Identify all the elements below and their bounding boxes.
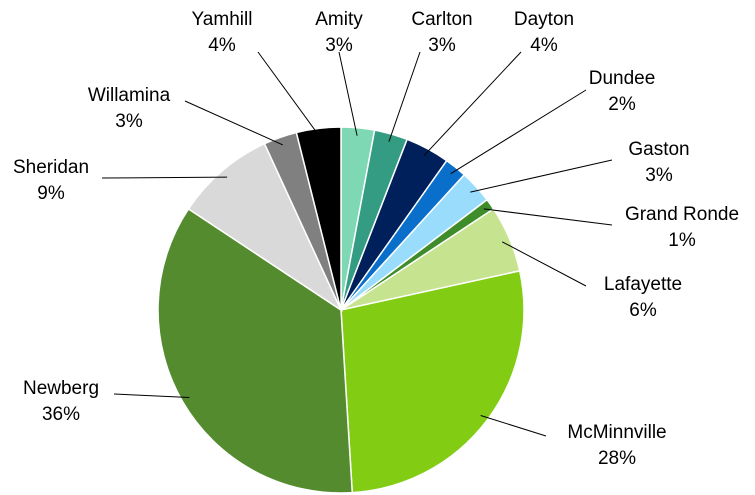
slice-label-percent: 28%	[598, 448, 636, 469]
leader-line-lafayette	[501, 241, 587, 287]
slice-label-percent: 3%	[428, 35, 456, 56]
slice-label-name: Lafayette	[604, 274, 682, 295]
slice-label-percent: 4%	[530, 35, 558, 56]
leader-line-dundee	[450, 89, 587, 175]
leader-line-amity	[338, 51, 358, 136]
pie-slice-mcminnville	[340, 269, 525, 494]
slice-label-name: Newberg	[23, 378, 99, 399]
leader-line-willamina	[184, 100, 284, 146]
slice-label-percent: 36%	[42, 404, 80, 425]
slice-label-name: Dundee	[589, 68, 656, 89]
slice-label-percent: 9%	[37, 183, 65, 204]
slice-label-percent: 6%	[629, 300, 657, 321]
slice-label-name: Willamina	[88, 85, 171, 106]
pie-slices	[157, 126, 525, 494]
pie-slice-newberg	[157, 207, 354, 494]
slice-label-name: Carlton	[411, 9, 472, 30]
slice-label-percent: 4%	[208, 35, 236, 56]
slice-label-percent: 3%	[325, 35, 353, 56]
pie-slice-sheridan	[187, 142, 343, 313]
leader-line-mcminnville	[480, 415, 547, 437]
slice-label-percent: 3%	[645, 165, 673, 186]
leader-line-yamhill	[257, 51, 320, 137]
slice-label-percent: 3%	[115, 111, 143, 132]
slice-label-name: Dayton	[514, 9, 574, 30]
slice-label-name: Grand Ronde	[625, 204, 739, 225]
slice-label-percent: 1%	[668, 230, 696, 251]
slice-label-name: McMinnville	[567, 422, 666, 443]
leader-line-grand-ronde	[483, 208, 613, 226]
leader-line-carlton	[388, 51, 421, 142]
slice-labels: Amity 3% Carlton 3% Dayton 4% Dundee 2% Gaston 3%…	[13, 9, 739, 469]
leader-line-gaston	[470, 159, 613, 193]
pie-slice-yamhill	[295, 126, 342, 311]
leader-line-sheridan	[101, 176, 228, 179]
slice-label-name: Yamhill	[192, 9, 253, 30]
slice-label-name: Amity	[315, 9, 363, 30]
slice-label-name: Gaston	[628, 139, 689, 160]
slice-label-name: Sheridan	[13, 157, 89, 178]
slice-label-percent: 2%	[608, 94, 636, 115]
leader-line-newberg	[113, 393, 190, 398]
leader-lines	[101, 51, 613, 437]
leader-line-dayton	[423, 51, 522, 157]
